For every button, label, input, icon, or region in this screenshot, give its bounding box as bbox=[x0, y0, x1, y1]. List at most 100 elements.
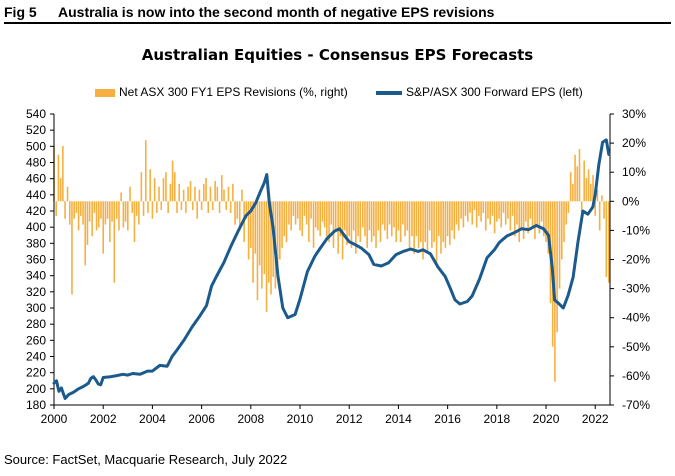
revision-bar-48 bbox=[160, 201, 163, 211]
revision-bar-141 bbox=[368, 201, 371, 231]
eps-line-series bbox=[52, 138, 611, 400]
revision-bar-151 bbox=[390, 201, 393, 237]
revision-bar-96 bbox=[267, 201, 270, 283]
revision-bar-80 bbox=[232, 183, 234, 202]
revision-bar-86 bbox=[245, 201, 248, 219]
revision-bar-91 bbox=[256, 201, 259, 301]
figure-header: Fig 5 Australia is now into the second mo… bbox=[4, 2, 671, 24]
figure-title: Australia is now into the second month o… bbox=[58, 4, 495, 20]
right-tick-label-5: -20% bbox=[622, 253, 650, 267]
revision-bar-201 bbox=[502, 201, 505, 213]
revision-bar-169 bbox=[431, 201, 433, 248]
revision-bar-37 bbox=[135, 201, 138, 216]
revision-bar-32 bbox=[124, 201, 127, 222]
revision-bar-209 bbox=[520, 201, 523, 228]
revision-bar-16 bbox=[88, 201, 91, 222]
revision-bar-212 bbox=[527, 201, 529, 234]
revision-bar-44 bbox=[151, 201, 154, 219]
revision-bar-105 bbox=[288, 201, 290, 225]
revision-bar-128 bbox=[339, 201, 342, 237]
revision-bar-168 bbox=[428, 201, 431, 231]
revision-bar-51 bbox=[167, 201, 169, 213]
revision-bar-82 bbox=[236, 201, 239, 219]
revision-bar-192 bbox=[482, 201, 485, 213]
revision-bar-208 bbox=[518, 201, 521, 243]
revision-bar-186 bbox=[469, 201, 471, 213]
revision-bar-160 bbox=[411, 201, 413, 237]
revision-bar-54 bbox=[173, 172, 176, 202]
revision-bar-42 bbox=[147, 201, 149, 213]
revision-bar-59 bbox=[185, 201, 187, 213]
revision-bar-246 bbox=[603, 201, 605, 219]
revision-bar-146 bbox=[379, 201, 382, 243]
revision-bar-124 bbox=[330, 201, 333, 225]
right-tick-label-4: -10% bbox=[622, 223, 650, 237]
revision-bar-177 bbox=[449, 201, 451, 245]
revision-bar-170 bbox=[433, 201, 435, 243]
revision-bar-109 bbox=[297, 201, 299, 219]
revision-bar-183 bbox=[462, 201, 465, 228]
revision-bar-215 bbox=[534, 201, 536, 240]
revision-bar-126 bbox=[334, 201, 337, 231]
chart-title: Australian Equities - Consensus EPS Fore… bbox=[141, 46, 534, 64]
revision-bar-236 bbox=[580, 201, 583, 213]
revision-bar-149 bbox=[386, 201, 389, 240]
revision-bar-8 bbox=[71, 201, 73, 295]
revision-bar-57 bbox=[180, 201, 183, 211]
revision-bar-134 bbox=[352, 201, 355, 231]
revision-bar-195 bbox=[489, 201, 491, 225]
revision-bar-65 bbox=[198, 189, 201, 202]
revision-bar-66 bbox=[200, 201, 203, 211]
revision-bar-71 bbox=[211, 201, 214, 211]
x-tick-label-10: 2020 bbox=[533, 412, 560, 426]
revision-bar-157 bbox=[404, 201, 406, 237]
revision-bar-247 bbox=[605, 201, 608, 277]
revision-bar-237 bbox=[583, 160, 585, 202]
revision-bar-241 bbox=[592, 175, 594, 202]
left-tick-label-9: 360 bbox=[26, 253, 46, 267]
revision-bar-72 bbox=[214, 180, 216, 202]
revision-bar-245 bbox=[601, 195, 603, 202]
revision-bar-116 bbox=[312, 201, 315, 248]
revision-bar-21 bbox=[100, 201, 102, 219]
revision-bar-138 bbox=[361, 201, 364, 228]
x-tick-label-6: 2012 bbox=[336, 412, 363, 426]
revision-bar-6 bbox=[66, 186, 69, 202]
revision-bar-121 bbox=[323, 201, 326, 228]
revision-bar-226 bbox=[558, 201, 561, 289]
revision-bar-14 bbox=[84, 201, 87, 266]
revision-bar-9 bbox=[73, 201, 75, 219]
revision-bar-94 bbox=[263, 201, 266, 275]
revision-bar-193 bbox=[484, 201, 487, 231]
revision-bar-137 bbox=[359, 201, 362, 243]
revision-bar-191 bbox=[480, 201, 482, 222]
revision-bar-29 bbox=[118, 201, 120, 231]
left-tick-label-6: 420 bbox=[26, 204, 46, 218]
revision-bar-139 bbox=[364, 201, 366, 237]
revision-bar-129 bbox=[341, 201, 344, 260]
revision-bar-204 bbox=[509, 201, 512, 231]
revision-bar-118 bbox=[317, 201, 319, 231]
x-tick-label-3: 2006 bbox=[188, 412, 215, 426]
revision-bar-197 bbox=[493, 201, 496, 234]
revision-bar-18 bbox=[93, 201, 96, 213]
left-tick-label-10: 340 bbox=[26, 269, 46, 283]
revision-bar-171 bbox=[435, 201, 438, 266]
revision-bar-243 bbox=[596, 189, 599, 202]
revision-bar-174 bbox=[442, 201, 444, 243]
revision-bar-1 bbox=[55, 201, 58, 216]
revision-bar-60 bbox=[187, 186, 189, 202]
right-tick-label-3: 0% bbox=[622, 194, 640, 208]
revision-bar-13 bbox=[82, 201, 84, 225]
revision-bar-207 bbox=[516, 201, 518, 225]
revision-bar-200 bbox=[500, 201, 503, 228]
left-tick-label-3: 480 bbox=[26, 156, 46, 170]
right-tick-label-6: -30% bbox=[622, 282, 650, 296]
revision-bar-132 bbox=[348, 201, 351, 237]
revision-bar-36 bbox=[133, 201, 136, 243]
revision-bar-111 bbox=[301, 201, 304, 237]
revision-bar-28 bbox=[115, 201, 118, 219]
revision-bar-50 bbox=[165, 172, 167, 202]
revision-bar-75 bbox=[220, 175, 223, 202]
legend-swatch-bars bbox=[95, 88, 115, 97]
